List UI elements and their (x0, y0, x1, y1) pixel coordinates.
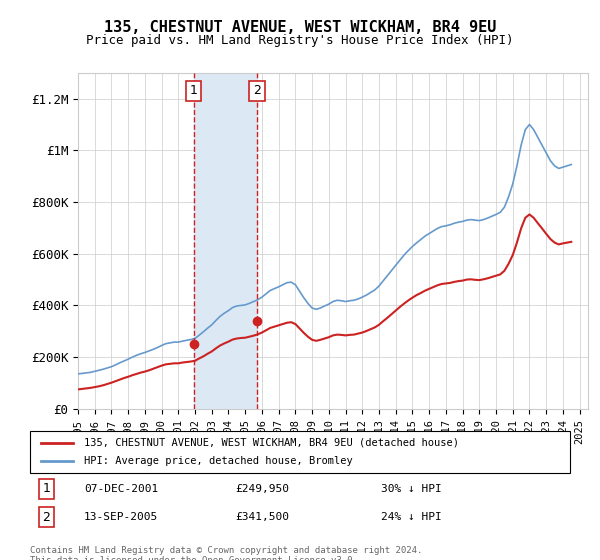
FancyBboxPatch shape (30, 431, 570, 473)
Text: £249,950: £249,950 (235, 484, 289, 494)
Text: 13-SEP-2005: 13-SEP-2005 (84, 512, 158, 522)
Text: 1: 1 (42, 482, 50, 496)
Text: 135, CHESTNUT AVENUE, WEST WICKHAM, BR4 9EU: 135, CHESTNUT AVENUE, WEST WICKHAM, BR4 … (104, 20, 496, 35)
Text: 2: 2 (42, 511, 50, 524)
Text: 30% ↓ HPI: 30% ↓ HPI (381, 484, 442, 494)
Text: Price paid vs. HM Land Registry's House Price Index (HPI): Price paid vs. HM Land Registry's House … (86, 34, 514, 46)
Text: 07-DEC-2001: 07-DEC-2001 (84, 484, 158, 494)
Text: HPI: Average price, detached house, Bromley: HPI: Average price, detached house, Brom… (84, 456, 353, 466)
Text: 135, CHESTNUT AVENUE, WEST WICKHAM, BR4 9EU (detached house): 135, CHESTNUT AVENUE, WEST WICKHAM, BR4 … (84, 438, 459, 448)
Text: 2: 2 (253, 85, 261, 97)
Text: 24% ↓ HPI: 24% ↓ HPI (381, 512, 442, 522)
Text: Contains HM Land Registry data © Crown copyright and database right 2024.
This d: Contains HM Land Registry data © Crown c… (30, 546, 422, 560)
Text: 1: 1 (190, 85, 197, 97)
Text: £341,500: £341,500 (235, 512, 289, 522)
Bar (194, 73, 257, 409)
